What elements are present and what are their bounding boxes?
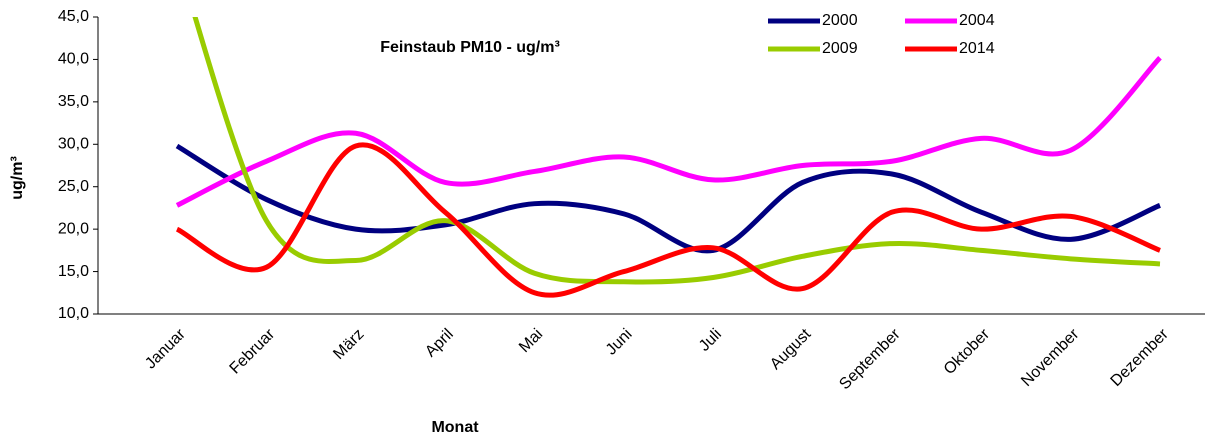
y-tick-label: 40,0 [58,51,89,68]
y-tick-label: 15,0 [58,263,89,280]
chart-title: Feinstaub PM10 - ug/m³ [380,39,560,56]
x-tick-label: Oktober [941,325,994,378]
y-tick-label: 45,0 [58,8,89,25]
x-tick-label: Dezember [1108,325,1173,390]
y-tick-label: 20,0 [58,220,89,237]
x-tick-label: März [330,326,367,363]
x-tick-label: Juni [603,326,636,359]
y-tick-label: 25,0 [58,178,89,195]
line-series [175,143,1161,254]
legend-label: 2000 [822,12,858,29]
x-tick-label: Juli [696,326,725,355]
legend-label: 2004 [959,12,995,29]
plot-area [175,17,1162,298]
y-axis-title: ug/m³ [9,156,26,200]
legend-box [758,6,1026,62]
y-tick-label: 35,0 [58,93,89,110]
x-tick-label: April [422,326,457,361]
legend-label: 2009 [822,40,858,57]
y-tick-label: 10,0 [58,305,89,322]
legend-label: 2014 [959,40,995,57]
x-tick-label: Februar [227,325,279,377]
line-series [175,142,1161,298]
x-tick-label: Mai [516,326,546,356]
y-tick-label: 30,0 [58,136,89,153]
line-series [192,17,1161,285]
x-axis-title: Monat [431,419,479,436]
x-tick-label: August [767,325,815,373]
x-tick-label: Januar [142,325,189,372]
x-tick-label: September [836,325,904,393]
line-series [175,55,1162,208]
x-tick-label: November [1018,325,1083,390]
